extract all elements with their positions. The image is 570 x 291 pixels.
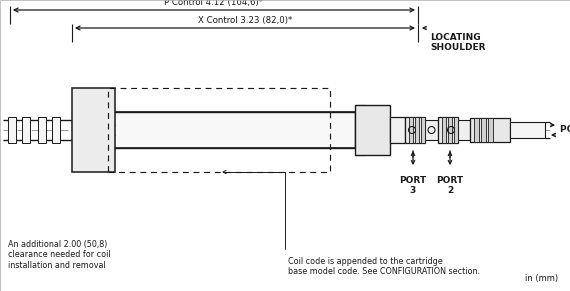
- Text: P Control 4.12 (104,6)*: P Control 4.12 (104,6)*: [165, 0, 263, 7]
- Bar: [409, 117, 413, 143]
- Bar: [108, 88, 330, 172]
- Bar: [438, 117, 458, 143]
- Text: PORT 1: PORT 1: [560, 125, 570, 134]
- Text: PORT
3: PORT 3: [400, 176, 426, 195]
- Bar: [458, 120, 470, 140]
- Bar: [415, 117, 419, 143]
- Bar: [52, 117, 60, 143]
- Text: X Control 3.23 (82,0)*: X Control 3.23 (82,0)*: [198, 16, 292, 25]
- Bar: [72, 88, 115, 172]
- Bar: [442, 117, 446, 143]
- Bar: [38, 117, 46, 143]
- Bar: [390, 117, 405, 143]
- Bar: [22, 117, 30, 143]
- Bar: [405, 117, 425, 143]
- Text: An additional 2.00 (50,8)
clearance needed for coil
installation and removal: An additional 2.00 (50,8) clearance need…: [8, 240, 111, 270]
- Bar: [481, 118, 486, 142]
- Text: Coil code is appended to the cartridge
base model code. See CONFIGURATION sectio: Coil code is appended to the cartridge b…: [288, 257, 480, 276]
- Bar: [425, 120, 438, 140]
- Bar: [454, 117, 458, 143]
- Bar: [421, 117, 425, 143]
- Bar: [510, 122, 545, 138]
- Bar: [8, 117, 16, 143]
- Bar: [355, 105, 390, 155]
- Text: LOCATING
SHOULDER: LOCATING SHOULDER: [430, 33, 486, 52]
- Bar: [108, 112, 355, 148]
- Bar: [488, 118, 493, 142]
- Bar: [474, 118, 479, 142]
- Text: in (mm): in (mm): [525, 274, 558, 283]
- Bar: [470, 118, 510, 142]
- Bar: [448, 117, 452, 143]
- Text: PORT
2: PORT 2: [437, 176, 463, 195]
